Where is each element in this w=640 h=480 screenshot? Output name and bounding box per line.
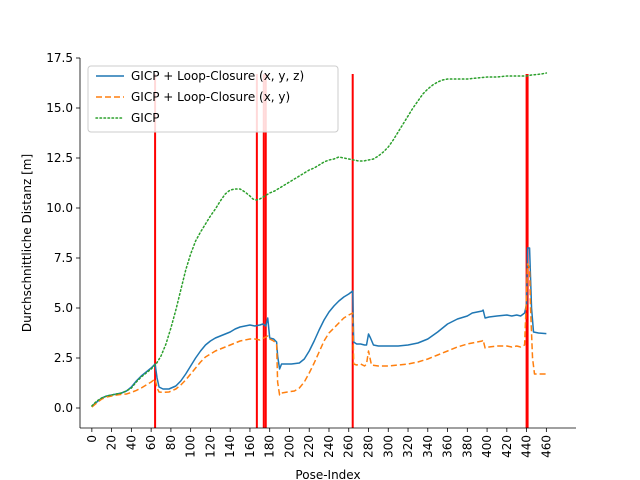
x-tick-label: 320 [401,435,415,458]
x-tick-label: 260 [342,435,356,458]
x-tick-label: 0 [85,435,99,443]
x-tick-label: 360 [441,435,455,458]
series-line-1 [91,247,547,407]
y-axis-label: Durchschnittliche Distanz [m] [20,154,34,332]
y-tick-label: 12.5 [46,151,73,165]
series-line-3 [91,72,548,407]
legend-box [87,65,339,133]
series-line-2 [91,263,547,408]
x-tick-label: 380 [460,435,474,458]
y-tick-label: 5.0 [54,301,73,315]
y-tick-label: 0.0 [54,401,73,415]
x-tick-label: 40 [124,435,138,450]
y-tick-label: 10.0 [46,201,73,215]
y-tick-label: 15.0 [46,101,73,115]
x-tick-label: 420 [500,435,514,458]
x-tick-label: 460 [539,435,553,458]
x-tick-label: 20 [105,435,119,450]
x-tick-label: 180 [263,435,277,458]
x-tick-label: 280 [362,435,376,458]
y-tick-label: 2.5 [54,351,73,365]
x-tick-label: 80 [164,435,178,450]
y-tick-label: 17.5 [46,51,73,65]
x-tick-label: 220 [302,435,316,458]
legend-label-1: GICP + Loop-Closure (x, y, z) [131,69,304,83]
x-tick-label: 140 [223,435,237,458]
x-tick-label: 120 [203,435,217,458]
legend-label-3: GICP [131,111,159,125]
legend-label-2: GICP + Loop-Closure (x, y) [131,90,290,104]
x-axis-label: Pose-Index [295,468,360,480]
legend: GICP + Loop-Closure (x, y, z) GICP + Loop… [87,65,339,133]
x-tick-label: 340 [421,435,435,458]
x-tick-label: 440 [520,435,534,458]
series-layer [91,72,548,408]
x-tick-label: 100 [184,435,198,458]
x-tick-label: 240 [322,435,336,458]
y-tick-label: 7.5 [54,251,73,265]
axes: 0.0 2.5 5.0 7.5 10.0 12.5 15.0 17.5 0 20 40 60 80 100… [46,51,576,458]
x-tick-label: 400 [480,435,494,458]
x-tick-label: 60 [144,435,158,450]
x-tick-label: 160 [243,435,257,458]
x-tick-label: 200 [282,435,296,458]
x-tick-label: 300 [381,435,395,458]
